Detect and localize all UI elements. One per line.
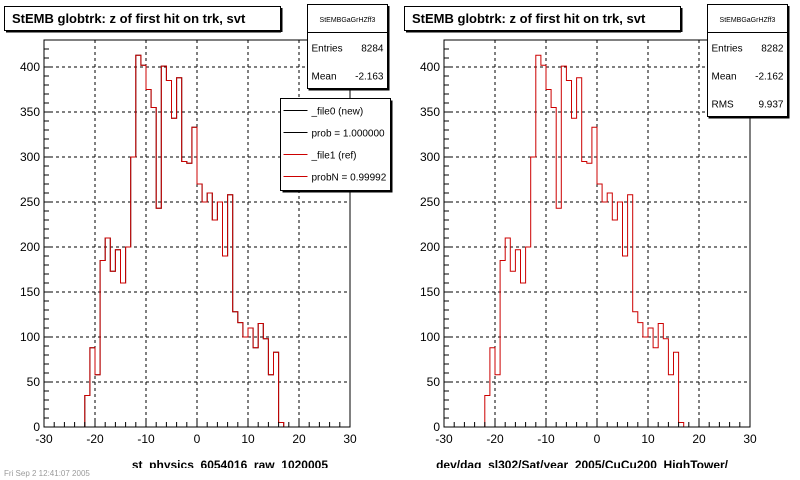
chart2-stats-value: 9.937 <box>758 100 783 111</box>
chart1-legend-label: _file1 (ref) <box>311 151 357 162</box>
chart1-legend: _file0 (new) prob = 1.000000 _file1 (ref) p… <box>280 98 393 193</box>
chart1-y-tick-label: 0 <box>33 420 40 434</box>
chart1-x-tick-label: 0 <box>194 432 201 446</box>
chart2-y-tick-label: 100 <box>420 330 440 344</box>
chart1-y-tick-label: 150 <box>20 285 40 299</box>
chart1-title-box: StEMB globtrk: z of first hit on trk, sv… <box>4 6 283 33</box>
chart2-title-frame <box>404 6 681 31</box>
chart2-stats-label: RMS <box>712 100 735 111</box>
chart1-y-tick-label: 250 <box>20 195 40 209</box>
chart2-y-tick-label: 350 <box>420 105 440 119</box>
chart2-x-tick-label: -10 <box>537 432 555 446</box>
chart1-legend-label: _file0 (new) <box>311 107 364 118</box>
chart2-x-tick-label: 30 <box>743 432 757 446</box>
chart1-chart-title: StEMB globtrk: z of first hit on trk, sv… <box>12 11 246 26</box>
chart2-stats-label: Mean <box>712 72 737 83</box>
chart1-stats-name: StEMBGaGrHZff3 <box>320 17 376 24</box>
chart2-x-tick-label: -30 <box>435 432 453 446</box>
chart1-stats-label: Mean <box>312 72 337 83</box>
chart2-stats-value: 8282 <box>761 44 784 55</box>
chart1-series-1 <box>79 54 315 428</box>
chart2-stats-label: Entries <box>712 44 743 55</box>
chart1-legend-label: prob = 1.000000 <box>312 129 386 140</box>
chart1-x-tick-label: -30 <box>35 432 53 446</box>
chart1-x-axis-title: st_physics_6054016_raw_1020005 <box>132 458 328 468</box>
chart2-x-tick-label: -20 <box>486 432 504 446</box>
chart1-x-tick-label: 10 <box>241 432 255 446</box>
chart1-y-tick-label: 300 <box>20 150 40 164</box>
chart1-stats-box: StEMBGaGrHZff3 Entries 8284 Mean -2.163 <box>307 4 390 91</box>
chart1-legend-frame <box>280 98 391 191</box>
chart2-series-0 <box>479 54 715 428</box>
chart1-legend-label: probN = 0.99992 <box>312 173 387 184</box>
chart2-title-box: StEMB globtrk: z of first hit on trk, sv… <box>404 6 683 33</box>
chart1-x-tick-label: 20 <box>292 432 306 446</box>
chart2-stats-frame <box>707 4 788 117</box>
chart2-y-tick-label: 0 <box>433 420 440 434</box>
chart2-y-tick-label: 150 <box>420 285 440 299</box>
chart1-y-tick-label: 50 <box>27 375 41 389</box>
chart1-title-frame <box>4 6 281 31</box>
chart1-y-tick-label: 350 <box>20 105 40 119</box>
chart1-stats-value: -2.163 <box>355 72 384 83</box>
chart2-stats-value: -2.162 <box>755 72 784 83</box>
chart1-x-tick-label: -10 <box>137 432 155 446</box>
chart2-y-tick-label: 250 <box>420 195 440 209</box>
chart1-x-tick-label: -20 <box>86 432 104 446</box>
chart1-y-tick-label: 200 <box>20 240 40 254</box>
chart1-stats-frame <box>307 4 388 89</box>
chart2-x-tick-label: 0 <box>594 432 601 446</box>
chart2-stats-box: StEMBGaGrHZff3 Entries 8282 Mean -2.162 RMS 9.… <box>707 4 790 119</box>
histogram-left: -30 -20 -10 0 10 20 30050100150200250300350400… <box>4 4 393 468</box>
chart2-chart-title: StEMB globtrk: z of first hit on trk, sv… <box>412 11 646 26</box>
chart2-y-tick-label: 400 <box>420 60 440 74</box>
chart2-stats-name: StEMBGaGrHZff3 <box>720 17 776 24</box>
chart2-y-tick-label: 300 <box>420 150 440 164</box>
histogram-right: -30 -20 -10 0 10 20 30050100150200250300350400… <box>404 4 790 468</box>
chart1-y-tick-label: 100 <box>20 330 40 344</box>
histogram-pad-right: -30 -20 -10 0 10 20 30 0 50 100 150 200 250 300 350 400… <box>400 0 800 468</box>
chart1-stats-value: 8284 <box>361 44 384 55</box>
chart1-y-tick-label: 400 <box>20 60 40 74</box>
chart1-x-tick-label: 30 <box>343 432 357 446</box>
chart2-x-tick-label: 10 <box>641 432 655 446</box>
chart2-y-tick-label: 200 <box>420 240 440 254</box>
chart2-x-axis-title: dev/daq_sl302/Sat/year_2005/CuCu200_High… <box>436 458 729 468</box>
histogram-pad-left: -30 -20 -10 0 10 20 30 0 50 100 150 200 250 300 350 400… <box>0 0 400 468</box>
chart1-stats-label: Entries <box>312 44 343 55</box>
chart2-x-tick-label: 20 <box>692 432 706 446</box>
footer-timestamp: Fri Sep 2 12:41:07 2005 <box>4 469 90 478</box>
chart2-y-tick-label: 50 <box>427 375 441 389</box>
